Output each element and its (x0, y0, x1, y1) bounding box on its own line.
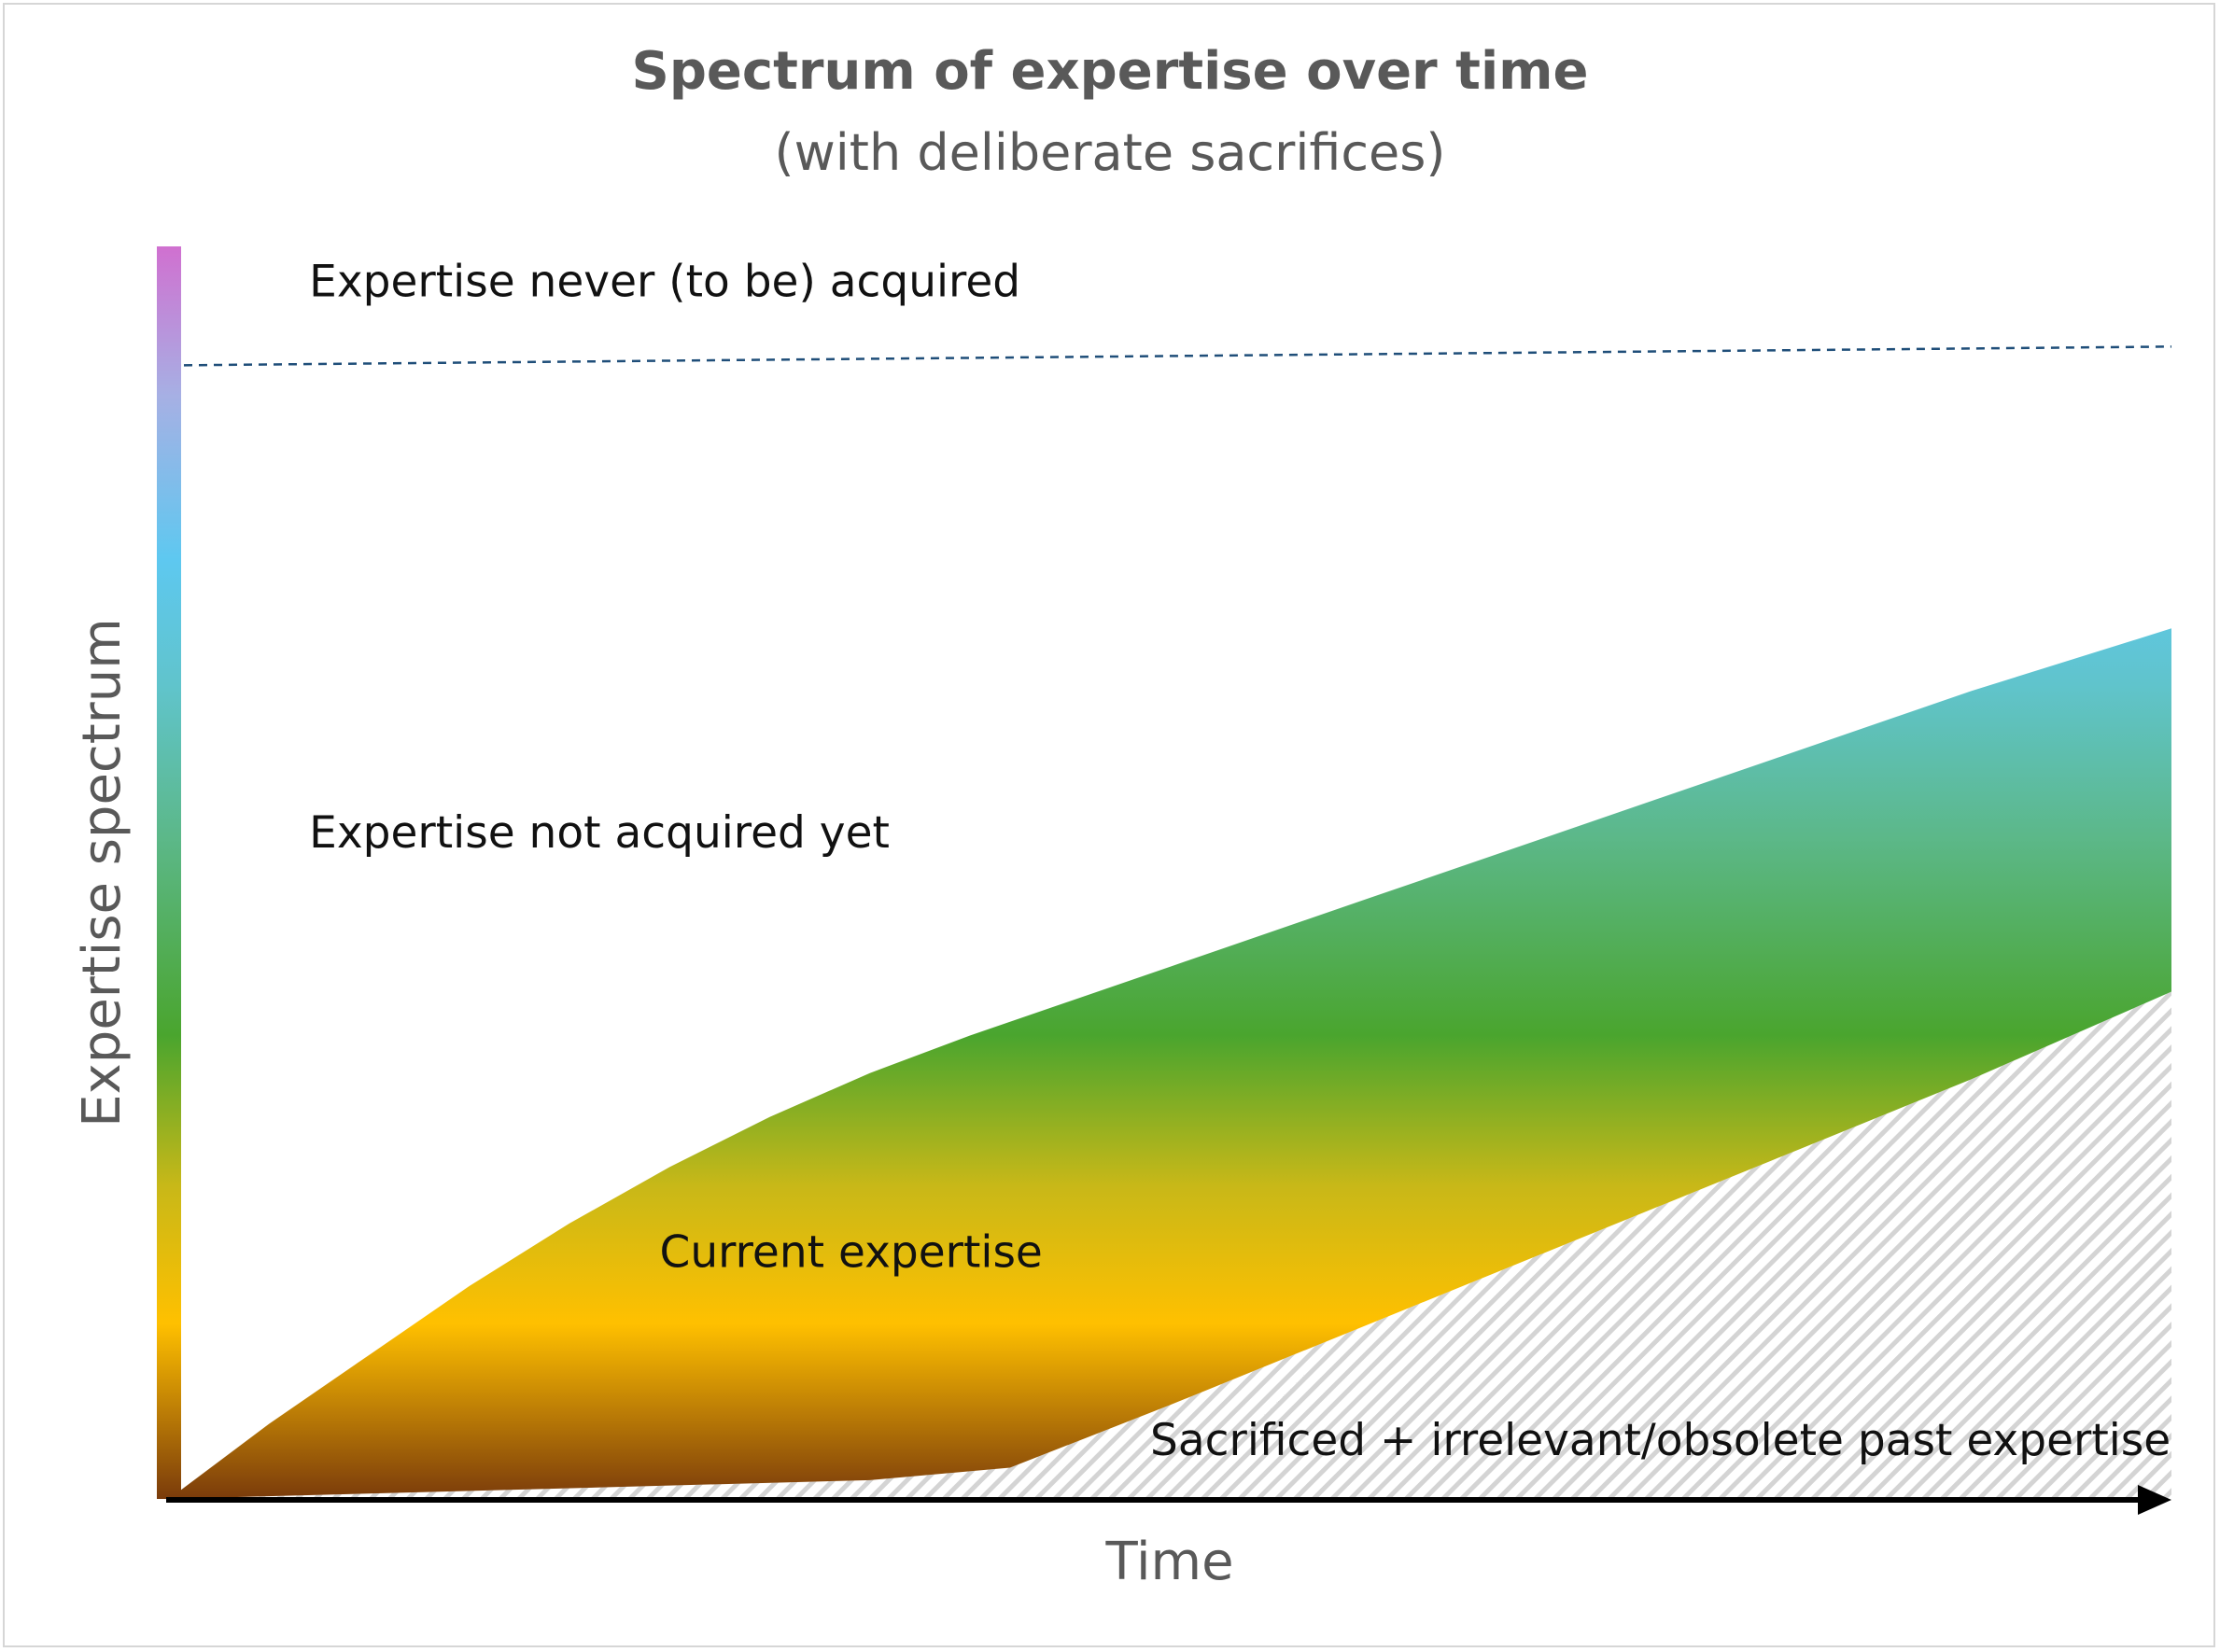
annotation-sacrificed-irrelevant-obsolete-past-expertise: Sacrificed + irrelevant/obsolete past ex… (1150, 1415, 2171, 1466)
annotation-current-expertise: Current expertise (660, 1227, 1043, 1279)
chart-subtitle: (with deliberate sacrifices) (774, 123, 1446, 182)
text-layer: Expertise never (to be) acquired Expertis… (72, 257, 2171, 1592)
regions-layer (169, 628, 2171, 1499)
region-current-expertise (169, 628, 2171, 1499)
x-axis-label: Time (1104, 1532, 1233, 1592)
x-axis-arrowhead-icon (2138, 1485, 2171, 1515)
axes-layer (157, 246, 2171, 1515)
y-axis-spectrum-bar (157, 246, 181, 1499)
annotation-expertise-never-to-be-acquired: Expertise never (to be) acquired (309, 257, 1020, 308)
region-sacrificed-irrelevant-obsolete-past-expertise (169, 991, 2171, 1499)
y-axis-label: Expertise spectrum (72, 618, 133, 1127)
reference-dashed-line (168, 345, 2172, 367)
annotation-expertise-not-acquired-yet: Expertise not acquired yet (309, 807, 890, 859)
chart-title: Spectrum of expertise over time (631, 41, 1589, 102)
lines-layer (168, 345, 2172, 367)
